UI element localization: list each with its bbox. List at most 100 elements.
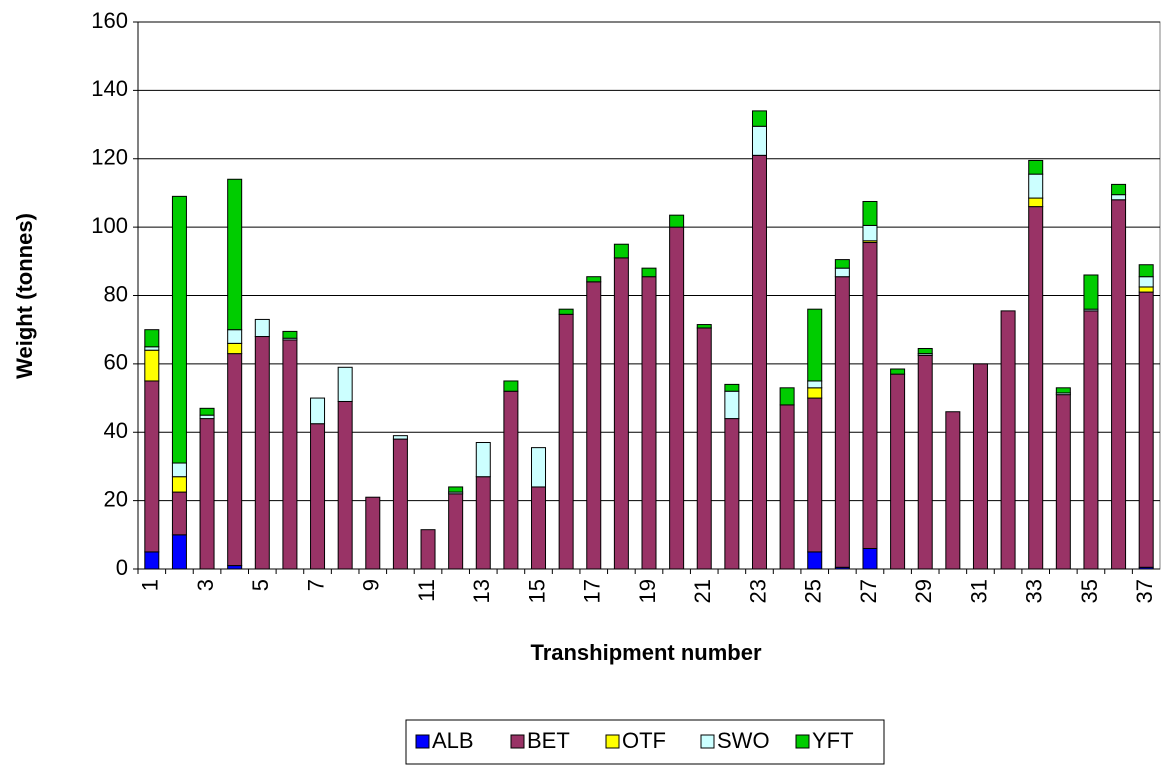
bar-segment bbox=[1028, 197, 1044, 208]
bar-segment bbox=[475, 442, 491, 478]
bar-segment bbox=[503, 390, 519, 570]
bar-segment bbox=[199, 407, 215, 416]
y-axis-title: Weight (tonnes) bbox=[12, 213, 37, 379]
bar-segment bbox=[724, 390, 740, 420]
bar-segment bbox=[1138, 291, 1154, 568]
x-tick-label: 35 bbox=[1077, 579, 1102, 603]
bar-segment bbox=[862, 242, 878, 549]
bar-segment bbox=[310, 397, 326, 425]
legend-label: BET bbox=[527, 728, 570, 753]
bar-segment bbox=[807, 397, 823, 553]
bar-segment bbox=[862, 200, 878, 226]
bar-segment bbox=[890, 368, 906, 375]
bar-segment bbox=[144, 551, 160, 570]
legend-swatch bbox=[605, 734, 620, 749]
x-tick-label: 25 bbox=[801, 579, 826, 603]
x-axis-title: Transhipment number bbox=[530, 640, 761, 665]
bar-segment bbox=[1111, 183, 1127, 196]
bar-segment bbox=[310, 423, 326, 570]
bar-segment bbox=[1138, 286, 1154, 293]
bar-segment bbox=[199, 418, 215, 570]
y-tick-label: 0 bbox=[116, 555, 128, 580]
bar-segment bbox=[448, 486, 464, 493]
x-tick-label: 23 bbox=[745, 579, 770, 603]
bar-segment bbox=[199, 414, 215, 420]
bar-segment bbox=[337, 400, 353, 570]
bar-segment bbox=[144, 346, 160, 351]
bar-segment bbox=[1000, 310, 1016, 570]
bar-segment bbox=[475, 476, 491, 570]
legend-label: OTF bbox=[622, 728, 666, 753]
bar-segment bbox=[282, 330, 298, 339]
bar-segment bbox=[586, 281, 602, 570]
legend-label: ALB bbox=[432, 728, 474, 753]
bar-segment bbox=[227, 342, 243, 355]
bar-segment bbox=[254, 336, 270, 570]
x-tick-label: 17 bbox=[580, 579, 605, 603]
bar-segment bbox=[724, 383, 740, 392]
x-tick-label: 19 bbox=[635, 579, 660, 603]
x-tick-label: 1 bbox=[138, 579, 163, 591]
bar-segment bbox=[1083, 310, 1099, 570]
bar-segment bbox=[807, 380, 823, 389]
bar-segment bbox=[834, 276, 850, 568]
y-tick-label: 100 bbox=[91, 213, 128, 238]
bar-segment bbox=[144, 349, 160, 382]
legend-swatch bbox=[700, 734, 715, 749]
bar-segment bbox=[779, 387, 795, 406]
bar-segment bbox=[862, 547, 878, 570]
bar-segment bbox=[171, 534, 187, 570]
y-tick-label: 60 bbox=[104, 350, 128, 375]
bar-segment bbox=[227, 329, 243, 344]
bar-segment bbox=[751, 110, 767, 127]
bar-segment bbox=[807, 551, 823, 570]
bar-segment bbox=[171, 491, 187, 536]
bar-segment bbox=[696, 324, 712, 329]
bar-segment bbox=[807, 308, 823, 382]
y-tick-label: 160 bbox=[91, 8, 128, 33]
bar-segment bbox=[945, 411, 961, 570]
bar-segment bbox=[503, 380, 519, 392]
bar-segment bbox=[613, 257, 629, 570]
bar-segment bbox=[171, 195, 187, 464]
bar-segment bbox=[171, 462, 187, 478]
x-tick-label: 15 bbox=[524, 579, 549, 603]
bar-segment bbox=[779, 404, 795, 570]
bar-segment bbox=[227, 178, 243, 331]
x-tick-label: 33 bbox=[1022, 579, 1047, 603]
x-tick-label: 27 bbox=[856, 579, 881, 603]
bar-segment bbox=[227, 565, 243, 570]
bar-segment bbox=[365, 496, 381, 570]
bar-segment bbox=[1138, 264, 1154, 278]
legend-label: SWO bbox=[717, 728, 770, 753]
bar-segment bbox=[1055, 394, 1071, 570]
x-tick-label: 7 bbox=[303, 579, 328, 591]
bar-segment bbox=[1028, 173, 1044, 199]
y-tick-label: 80 bbox=[104, 281, 128, 306]
bar-segment bbox=[227, 353, 243, 567]
bar-segment bbox=[171, 476, 187, 493]
bar-segment bbox=[669, 226, 685, 570]
bar-segment bbox=[669, 214, 685, 228]
bar-segment bbox=[1055, 387, 1071, 394]
bar-segment bbox=[917, 354, 933, 570]
y-tick-label: 120 bbox=[91, 145, 128, 170]
x-tick-label: 29 bbox=[911, 579, 936, 603]
x-tick-label: 5 bbox=[248, 579, 273, 591]
bar-segment bbox=[972, 363, 988, 570]
bar-segment bbox=[392, 438, 408, 570]
bar-segment bbox=[807, 387, 823, 399]
bar-segment bbox=[254, 318, 270, 338]
x-tick-label: 3 bbox=[193, 579, 218, 591]
x-tick-label: 31 bbox=[966, 579, 991, 603]
bar-segment bbox=[1028, 206, 1044, 570]
bar-segment bbox=[1111, 194, 1127, 201]
bar-segment bbox=[613, 243, 629, 259]
x-tick-label: 11 bbox=[414, 579, 439, 602]
bar-segment bbox=[641, 276, 657, 570]
y-tick-label: 40 bbox=[104, 418, 128, 443]
legend-swatch bbox=[415, 734, 430, 749]
bar-segment bbox=[834, 259, 850, 269]
bar-segment bbox=[337, 366, 353, 402]
